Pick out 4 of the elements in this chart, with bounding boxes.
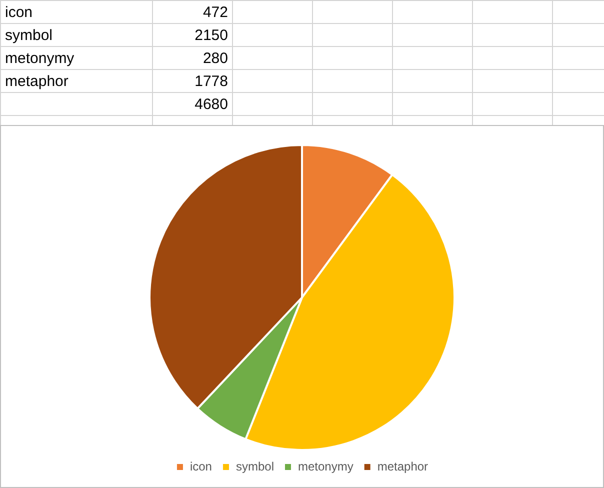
legend-label: metonymy [298,459,354,474]
legend-label: metaphor [377,459,428,474]
legend-label: icon [190,459,212,474]
legend-label: symbol [236,459,274,474]
